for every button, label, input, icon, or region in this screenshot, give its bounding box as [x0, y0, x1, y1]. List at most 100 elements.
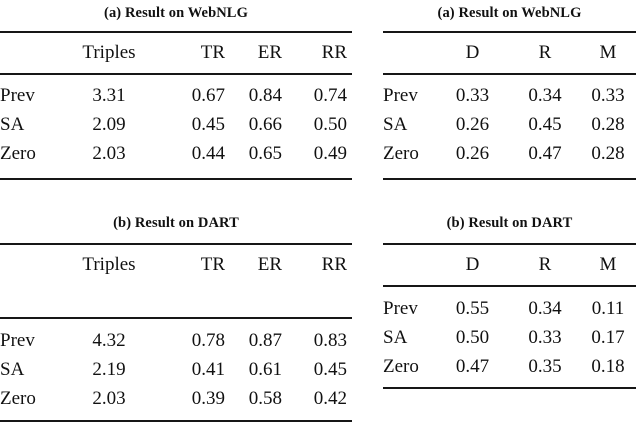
cell-value: 0.28	[591, 113, 625, 135]
mid-rule	[0, 317, 352, 319]
top-rule	[383, 243, 636, 246]
cell-value: 0.87	[248, 329, 282, 351]
cell-value: 0.66	[248, 113, 282, 135]
cell-value: 0.65	[248, 142, 282, 164]
cell-value: 0.47	[528, 142, 562, 164]
bottom-rule	[383, 386, 636, 389]
table-header-row: D R M	[383, 245, 636, 285]
column-header-triples: Triples	[82, 254, 136, 276]
row-label: Zero	[383, 355, 419, 377]
table-row: Zero 0.47 0.35 0.18	[383, 352, 636, 381]
row-label: Prev	[0, 84, 35, 106]
table-row: Prev 0.33 0.34 0.33	[383, 81, 636, 110]
table-header-row: Triples TR ER RR	[0, 33, 352, 73]
table-header-row: Triples TR ER RR	[0, 245, 352, 285]
table-row: Prev 3.31 0.67 0.84 0.74	[0, 81, 352, 110]
table-caption: (b) Result on DART	[113, 215, 239, 231]
row-label: Prev	[383, 84, 418, 106]
table-row: Zero 0.26 0.47 0.28	[383, 139, 636, 168]
column-header-tr: TR	[200, 254, 225, 276]
cell-value: 0.33	[528, 326, 562, 348]
table-row: Zero 2.03 0.44 0.65 0.49	[0, 139, 352, 168]
cell-value: 0.83	[313, 329, 347, 351]
cell-value: 0.47	[455, 355, 490, 377]
cell-value: 0.33	[591, 84, 625, 106]
column-header-m: M	[599, 254, 617, 276]
cell-value: 0.78	[191, 329, 225, 351]
table-row: Prev 4.32 0.78 0.87 0.83	[0, 326, 352, 355]
mid-rule	[383, 73, 636, 75]
cell-value: 0.61	[248, 358, 282, 380]
top-rule	[383, 31, 636, 34]
cell-value: 0.44	[191, 142, 225, 164]
subtable-webnlg-drm: (a) Result on WebNLG D R M Prev 0.33 0.3…	[383, 0, 636, 180]
bottom-rule	[0, 177, 352, 180]
cell-value: 0.45	[191, 113, 225, 135]
table-row: SA 0.50 0.33 0.17	[383, 323, 636, 352]
table-row: Prev 0.55 0.34 0.11	[383, 294, 636, 323]
cell-value: 0.45	[528, 113, 562, 135]
column-header-r: R	[538, 42, 552, 64]
cell-value: 2.19	[92, 358, 126, 380]
cell-value: 0.50	[455, 326, 490, 348]
table-row: SA 2.19 0.41 0.61 0.45	[0, 355, 352, 384]
cell-value: 0.67	[191, 84, 225, 106]
cell-value: 3.31	[92, 84, 126, 106]
cell-value: 0.58	[248, 387, 282, 409]
mid-rule	[0, 73, 352, 75]
column-header-d: D	[465, 42, 480, 64]
row-label: SA	[0, 358, 25, 380]
row-label: Prev	[0, 329, 35, 351]
cell-value: 0.17	[591, 326, 625, 348]
cell-value: 0.50	[313, 113, 347, 135]
cell-value: 2.03	[92, 142, 126, 164]
cell-value: 0.26	[455, 113, 490, 135]
cell-value: 0.33	[455, 84, 490, 106]
table-body: Prev 0.55 0.34 0.11 SA 0.50 0.33 0.17 Ze…	[383, 287, 636, 387]
column-header-er: ER	[257, 42, 282, 64]
cell-value: 0.34	[528, 297, 562, 319]
bottom-rule	[0, 419, 352, 422]
cell-value: 0.34	[528, 84, 562, 106]
row-label: Zero	[0, 142, 36, 164]
subtable-dart-reduction: (b) Result on DART Triples TR ER RR Prev…	[0, 210, 352, 422]
mid-rule	[383, 285, 636, 287]
cell-value: 0.26	[455, 142, 490, 164]
cell-value: 0.11	[591, 297, 625, 319]
column-header-tr: TR	[200, 42, 225, 64]
column-header-triples: Triples	[82, 42, 136, 64]
cell-value: 0.41	[191, 358, 225, 380]
table-body: Prev 0.33 0.34 0.33 SA 0.26 0.45 0.28 Ze…	[383, 75, 636, 178]
cell-value: 0.84	[248, 84, 282, 106]
row-label: Zero	[383, 142, 419, 164]
column-header-rr: RR	[321, 254, 347, 276]
cell-value: 0.35	[528, 355, 562, 377]
table-body: Prev 3.31 0.67 0.84 0.74 SA 2.09 0.45 0.…	[0, 75, 352, 178]
row-label: SA	[0, 113, 25, 135]
subtable-webnlg-reduction: (a) Result on WebNLG Triples TR ER RR Pr…	[0, 0, 352, 180]
cell-value: 0.49	[313, 142, 347, 164]
cell-value: 0.42	[313, 387, 347, 409]
column-header-d: D	[465, 254, 480, 276]
bottom-rule	[383, 177, 636, 180]
table-body: Prev 4.32 0.78 0.87 0.83 SA 2.19 0.41 0.…	[0, 319, 352, 420]
cell-value: 2.03	[92, 387, 126, 409]
column-header-m: M	[599, 42, 617, 64]
column-header-rr: RR	[321, 42, 347, 64]
table-row: Zero 2.03 0.39 0.58 0.42	[0, 384, 352, 413]
table-header-row: D R M	[383, 33, 636, 73]
table-caption: (b) Result on DART	[446, 215, 573, 231]
row-label: Zero	[0, 387, 36, 409]
cell-value: 4.32	[92, 329, 126, 351]
table-row: SA 2.09 0.45 0.66 0.50	[0, 110, 352, 139]
row-label: Prev	[383, 297, 418, 319]
cell-value: 0.74	[313, 84, 347, 106]
row-label: SA	[383, 113, 408, 135]
top-rule	[0, 243, 352, 246]
header-gap-spacer	[0, 285, 352, 317]
cell-value: 0.28	[591, 142, 625, 164]
cell-value: 0.39	[191, 387, 225, 409]
table-row: SA 0.26 0.45 0.28	[383, 110, 636, 139]
cell-value: 0.45	[313, 358, 347, 380]
row-label: SA	[383, 326, 408, 348]
